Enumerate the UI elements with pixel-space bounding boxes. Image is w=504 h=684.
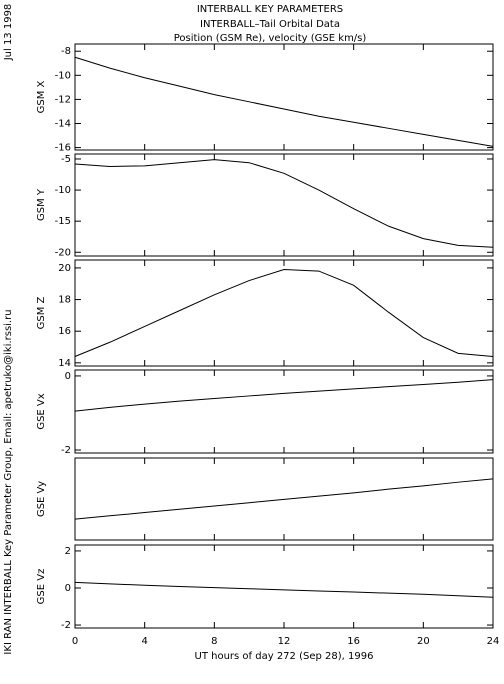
x-tick-label: 0 bbox=[72, 636, 78, 647]
y-tick-label: -2 bbox=[61, 445, 71, 456]
y-tick-label: 14 bbox=[58, 358, 71, 369]
x-tick-label: 16 bbox=[347, 636, 360, 647]
y-axis-label: GSE Vx bbox=[36, 393, 47, 429]
y-tick-label: -8 bbox=[61, 46, 71, 57]
title: INTERBALL–Tail Orbital Data bbox=[200, 19, 340, 30]
y-tick-label: 2 bbox=[65, 546, 71, 557]
y-tick-label: 18 bbox=[58, 295, 71, 306]
data-line bbox=[74, 268, 494, 358]
y-tick-label: -5 bbox=[61, 154, 71, 165]
y-tick-label: 0 bbox=[65, 583, 71, 594]
x-tick-label: 4 bbox=[141, 636, 147, 647]
data-line bbox=[74, 159, 494, 248]
y-axis-label: GSM Y bbox=[36, 188, 47, 221]
data-line bbox=[74, 581, 494, 598]
x-tick-label: 24 bbox=[487, 636, 500, 647]
y-tick-label: -16 bbox=[55, 143, 71, 154]
data-line bbox=[74, 478, 494, 520]
y-tick-label: -10 bbox=[55, 185, 71, 196]
y-tick-label: -2 bbox=[61, 620, 71, 631]
panel-frame bbox=[74, 544, 494, 629]
y-tick-label: -15 bbox=[55, 216, 71, 227]
title: Position (GSM Re), velocity (GSE km/s) bbox=[174, 33, 367, 44]
y-tick-label: 0 bbox=[65, 371, 71, 382]
panel-frame bbox=[74, 43, 494, 151]
x-tick-label: 8 bbox=[211, 636, 217, 647]
panel-frame bbox=[74, 153, 494, 257]
y-tick-label: -14 bbox=[55, 119, 71, 130]
credit: IKI RAN INTERBALL Key Parameter Group, E… bbox=[3, 309, 14, 654]
y-axis-label: GSE Vz bbox=[36, 569, 47, 605]
panel-frame bbox=[74, 259, 494, 367]
y-axis-label: GSM Z bbox=[36, 296, 47, 329]
x-axis-label: UT hours of day 272 (Sep 28), 1996 bbox=[195, 651, 374, 662]
y-axis-label: GSE Vy bbox=[36, 481, 47, 517]
panel-frame bbox=[74, 369, 494, 454]
date: Jul 13 1998 bbox=[3, 4, 14, 62]
x-tick-label: 12 bbox=[278, 636, 291, 647]
y-tick-label: -10 bbox=[55, 70, 71, 81]
y-axis-label: GSM X bbox=[36, 80, 47, 113]
title: INTERBALL KEY PARAMETERS bbox=[197, 4, 343, 15]
x-tick-label: 20 bbox=[417, 636, 430, 647]
y-tick-label: -20 bbox=[55, 247, 71, 258]
y-tick-label: 16 bbox=[58, 326, 71, 337]
data-line bbox=[74, 56, 494, 147]
y-tick-label: 20 bbox=[58, 263, 71, 274]
data-line bbox=[74, 379, 494, 412]
y-tick-label: -12 bbox=[55, 94, 71, 105]
